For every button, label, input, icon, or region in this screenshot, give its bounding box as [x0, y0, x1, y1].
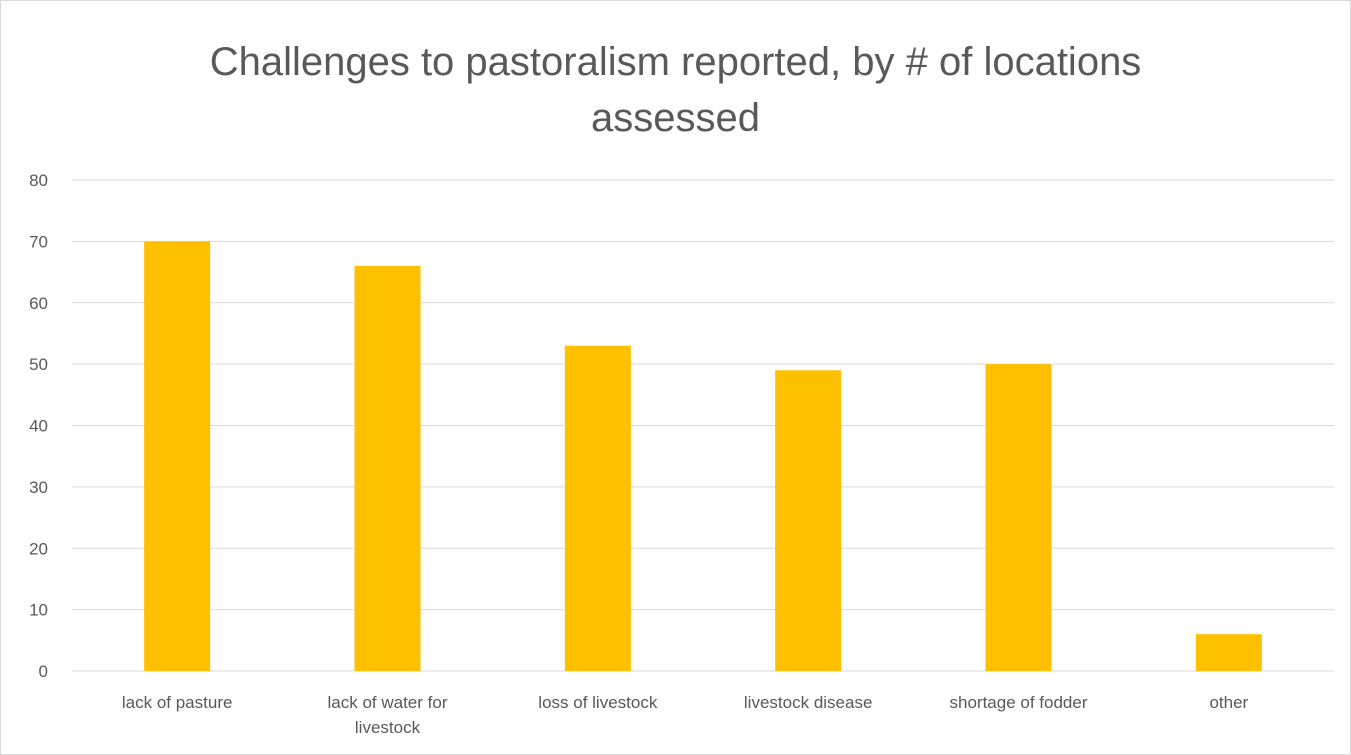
x-tick-label-line: loss of livestock	[538, 693, 658, 712]
x-tick-label: lack of pasture	[122, 693, 233, 712]
y-tick-label: 0	[39, 662, 48, 681]
y-tick-label: 20	[29, 539, 48, 558]
y-tick-label: 40	[29, 417, 48, 436]
x-tick-label: other	[1209, 693, 1248, 712]
bar	[354, 265, 421, 671]
chart-title: Challenges to pastoralism reported, by #…	[0, 34, 1351, 146]
x-tick-label-line: other	[1209, 693, 1248, 712]
x-tick-label: loss of livestock	[538, 693, 658, 712]
x-tick-label-line: lack of pasture	[122, 693, 233, 712]
x-tick-label-line: shortage of fodder	[950, 693, 1088, 712]
x-tick-label-line: livestock disease	[744, 693, 873, 712]
chart-title-line-1: Challenges to pastoralism reported, by #…	[209, 40, 1142, 84]
y-tick-label: 60	[29, 294, 48, 313]
chart-title-line-2: assessed	[591, 96, 760, 140]
bar	[144, 241, 211, 671]
x-tick-label: shortage of fodder	[950, 693, 1088, 712]
bar	[775, 370, 842, 671]
x-tick-label-line: livestock	[355, 718, 421, 737]
y-tick-label: 50	[29, 355, 48, 374]
bar	[985, 364, 1052, 671]
y-tick-label: 70	[29, 232, 48, 251]
y-tick-label: 10	[29, 601, 48, 620]
y-tick-label: 30	[29, 478, 48, 497]
bar	[1195, 634, 1262, 671]
x-tick-label: livestock disease	[744, 693, 873, 712]
x-tick-label-line: lack of water for	[328, 693, 448, 712]
bar	[564, 345, 631, 671]
y-tick-label: 80	[29, 171, 48, 190]
x-tick-label: lack of water for livestock	[328, 693, 448, 737]
